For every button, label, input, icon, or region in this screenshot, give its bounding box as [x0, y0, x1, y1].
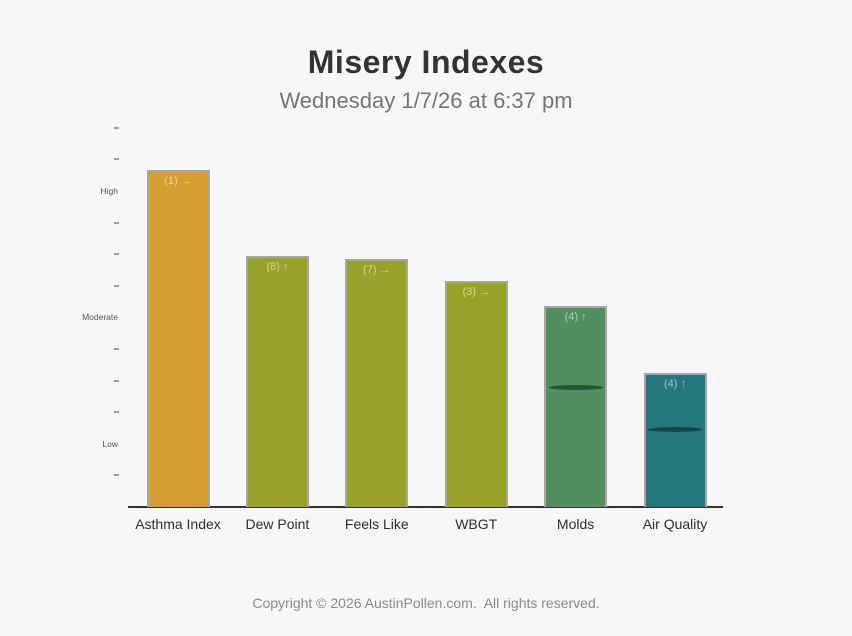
y-axis-tick	[114, 379, 119, 382]
footer-copyright: Copyright © 2026 AustinPollen.com. All r…	[252, 595, 600, 611]
x-axis-label-dew-point: Dew Point	[245, 516, 310, 532]
y-axis-tick	[114, 221, 119, 224]
x-axis-label-feels-like: Feels Like	[344, 516, 409, 532]
y-axis-tick	[114, 158, 119, 161]
bar-asthma-index: (1) →	[146, 170, 210, 507]
x-axis-label-air-quality: Air Quality	[642, 516, 708, 532]
y-axis-tick	[114, 348, 119, 350]
y-axis-tick	[114, 411, 119, 414]
bar-value-label: (4) ↑	[564, 311, 587, 324]
y-axis-label-high: High	[100, 186, 118, 196]
chart-subtitle: Wednesday 1/7/26 at 6:37 pm	[279, 88, 573, 113]
x-axis-label-molds: Molds	[556, 516, 595, 532]
chart-title: Misery Indexes	[307, 44, 545, 80]
bar-marker-ellipse	[648, 427, 702, 433]
bar-dew-point: (8) ↑	[245, 255, 309, 507]
y-axis-label-moderate: Moderate	[82, 312, 118, 323]
bar-marker-ellipse	[548, 384, 603, 390]
bar-value-label: (3) →	[462, 286, 490, 299]
x-axis-label-asthma-index: Asthma Index	[135, 516, 221, 532]
y-axis-tick	[114, 284, 119, 287]
bar-molds: (4) ↑	[544, 306, 608, 507]
bar-value-label: (8) ↑	[266, 260, 289, 273]
x-axis-line	[128, 506, 723, 508]
y-axis-tick	[114, 126, 119, 129]
y-axis-tick	[114, 474, 119, 477]
bar-feels-like: (7) →	[345, 258, 409, 507]
x-axis-label-wbgt: WBGT	[455, 516, 498, 532]
bar-air-quality: (4) ↑	[643, 372, 707, 507]
y-axis-label-low: Low	[102, 438, 118, 449]
bar-value-label: (7) →	[363, 263, 391, 276]
bar-value-label: (4) ↑	[664, 377, 686, 390]
y-axis-tick	[114, 253, 119, 256]
bar-value-label: (1) →	[164, 175, 192, 188]
bar-wbgt: (3) →	[444, 281, 508, 507]
